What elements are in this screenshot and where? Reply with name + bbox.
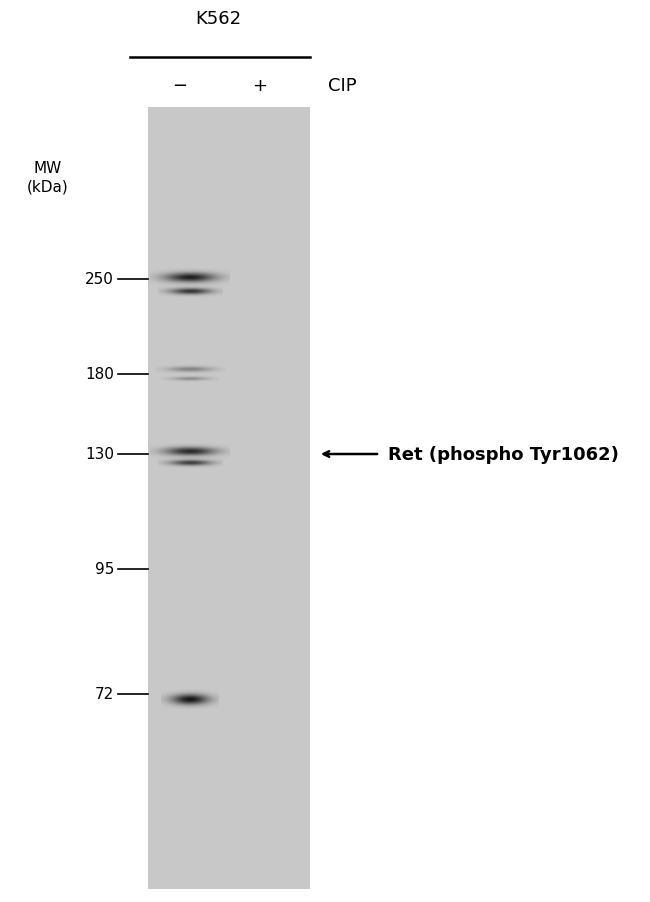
Text: Ret (phospho Tyr1062): Ret (phospho Tyr1062) xyxy=(388,446,619,464)
Text: +: + xyxy=(252,77,268,95)
Text: 180: 180 xyxy=(85,367,114,382)
Text: CIP: CIP xyxy=(328,77,357,95)
Text: 250: 250 xyxy=(85,272,114,287)
Text: 95: 95 xyxy=(95,562,114,577)
Bar xyxy=(148,108,310,889)
Text: K562: K562 xyxy=(195,10,241,28)
Text: −: − xyxy=(172,77,188,95)
Text: MW
(kDa): MW (kDa) xyxy=(27,161,69,195)
Text: 72: 72 xyxy=(95,686,114,702)
Text: 130: 130 xyxy=(85,447,114,462)
